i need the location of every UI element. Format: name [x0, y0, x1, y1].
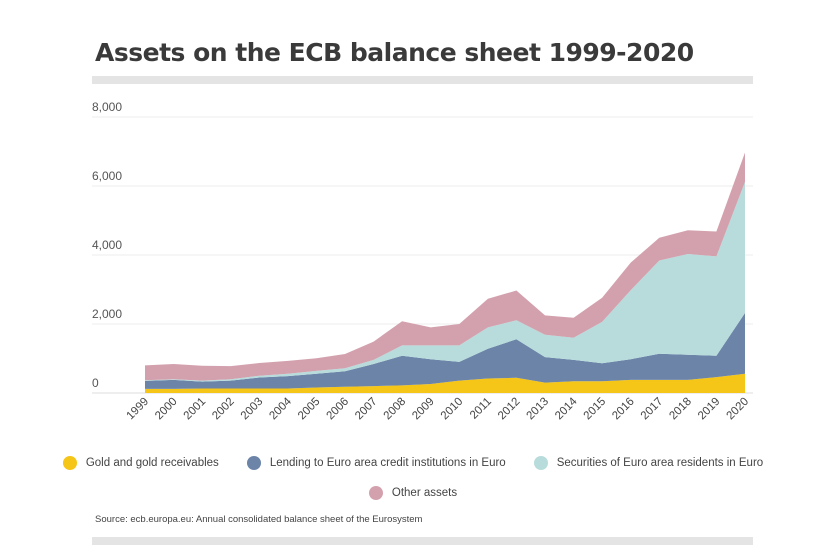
y-tick-label: 4,000 — [92, 238, 122, 252]
x-tick-label: 1999 — [125, 396, 152, 423]
area-gold — [145, 373, 745, 393]
legend-label-securities: Securities of Euro area residents in Eur… — [556, 457, 764, 469]
legend-row-1: Gold and gold receivables Lending to Eur… — [0, 452, 826, 474]
x-tick-label: 2003 — [239, 396, 266, 423]
x-tick-label: 2014 — [553, 395, 580, 422]
y-tick-label: 0 — [92, 376, 99, 390]
legend-swatch-gold — [62, 456, 77, 470]
x-axis-ticks: 1999 2000 2001 2002 2003 2004 2005 2006 2007 2008… — [125, 395, 752, 422]
x-tick-label: 2012 — [496, 396, 523, 423]
y-tick-label: 8,000 — [92, 100, 122, 114]
x-tick-label: 2001 — [182, 396, 209, 423]
x-tick-label: 2005 — [296, 396, 323, 423]
x-tick-label: 2000 — [153, 396, 180, 423]
legend-row-2: Other assets — [0, 482, 826, 504]
y-tick-label: 6,000 — [92, 169, 122, 183]
legend-item-lending: Lending to Euro area credit institutions… — [246, 456, 506, 470]
legend-swatch-other — [368, 486, 383, 500]
x-tick-label: 2004 — [267, 395, 294, 422]
legend: Gold and gold receivables Lending to Eur… — [0, 452, 826, 512]
x-tick-label: 2009 — [410, 396, 437, 423]
x-tick-label: 2013 — [525, 396, 552, 423]
x-tick-label: 2020 — [725, 396, 752, 423]
area-securities — [145, 181, 745, 382]
legend-item-securities: Securities of Euro area residents in Eur… — [533, 456, 764, 470]
x-tick-label: 2010 — [439, 396, 466, 423]
source-note: Source: ecb.europa.eu: Annual consolidat… — [95, 514, 423, 525]
legend-swatch-securities — [533, 456, 548, 470]
y-axis-ticks: 0 2,000 4,000 6,000 8,000 — [92, 100, 122, 390]
x-tick-label: 2019 — [696, 396, 723, 423]
y-tick-label: 2,000 — [92, 307, 122, 321]
legend-item-other: Other assets — [368, 486, 458, 500]
x-tick-label: 2002 — [210, 396, 237, 423]
area-other — [145, 152, 745, 381]
x-tick-label: 2018 — [667, 396, 694, 423]
x-tick-label: 2011 — [468, 396, 494, 422]
area-lending — [145, 313, 745, 389]
x-tick-label: 2015 — [582, 396, 609, 423]
x-tick-label: 2016 — [610, 396, 637, 423]
footer-rule — [92, 537, 753, 545]
legend-label-lending: Lending to Euro area credit institutions… — [269, 457, 506, 469]
legend-swatch-lending — [246, 456, 261, 470]
legend-label-other: Other assets — [391, 487, 458, 499]
chart-areas — [145, 152, 745, 393]
x-tick-label: 2017 — [639, 396, 666, 423]
title-underline — [92, 76, 753, 84]
x-tick-label: 2006 — [325, 396, 352, 423]
x-tick-label: 2008 — [382, 396, 409, 423]
legend-item-gold: Gold and gold receivables — [62, 456, 219, 470]
x-tick-label: 2007 — [353, 396, 380, 423]
legend-label-gold: Gold and gold receivables — [85, 457, 219, 469]
chart-title: Assets on the ECB balance sheet 1999-202… — [95, 38, 694, 67]
